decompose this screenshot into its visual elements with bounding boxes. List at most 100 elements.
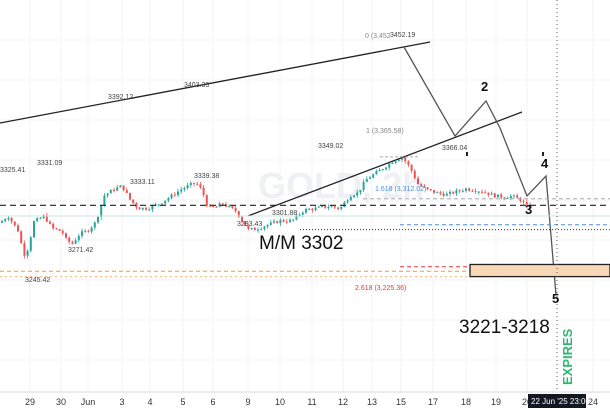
- candle-body: [26, 250, 29, 256]
- candle-body: [212, 205, 215, 207]
- candle-body: [388, 163, 391, 168]
- candle-body: [122, 185, 125, 191]
- candle-body: [436, 192, 439, 194]
- x-tick-label: 30: [56, 397, 66, 407]
- candle-body: [445, 193, 448, 196]
- candle-body: [516, 195, 519, 198]
- candle-body: [324, 206, 327, 208]
- candle-body: [90, 227, 93, 232]
- candle-body: [161, 203, 163, 205]
- candle-body: [372, 174, 375, 178]
- candle-body: [266, 224, 269, 227]
- wave-label-4: 4: [541, 156, 549, 171]
- candle-body: [321, 206, 323, 208]
- candle-body: [106, 193, 109, 196]
- candle-body: [343, 202, 346, 207]
- x-tick-label: Jun: [81, 397, 96, 407]
- candle-body: [509, 196, 512, 199]
- candle-body: [522, 201, 525, 203]
- candle-body: [241, 216, 243, 222]
- candle-body: [36, 218, 39, 222]
- candle-body: [103, 195, 106, 205]
- x-tick-label: 5: [180, 397, 185, 407]
- price-label: 3245.42: [25, 277, 50, 284]
- candle-body: [410, 164, 413, 171]
- candle-body: [20, 231, 23, 244]
- candle-body: [308, 208, 311, 210]
- candle-body: [170, 194, 173, 199]
- candle-body: [298, 214, 301, 216]
- upper-trendline: [0, 41, 431, 124]
- x-tick-label: 6: [210, 397, 215, 407]
- candle-body: [375, 171, 378, 175]
- candle-body: [465, 188, 467, 191]
- candle-body: [474, 191, 477, 193]
- date-cursor-label: 22 Jun '25 23:00: [531, 397, 590, 406]
- date-cursor-box: [528, 394, 586, 408]
- candle-body: [84, 230, 87, 232]
- candle-body: [39, 217, 42, 219]
- candle-body: [426, 187, 429, 190]
- candle-body: [68, 237, 71, 242]
- candle-body: [81, 231, 83, 236]
- candle-body: [180, 189, 183, 192]
- candle-body: [481, 191, 483, 193]
- candle-body: [404, 157, 407, 162]
- price-label: 3333.11: [130, 179, 155, 186]
- candle-body: [193, 182, 195, 184]
- candle-body: [199, 184, 202, 188]
- candle-body: [173, 194, 176, 196]
- x-tick-label: 4: [147, 397, 152, 407]
- candle-body: [484, 192, 487, 194]
- candle-body: [23, 243, 26, 256]
- x-tick-label: 24: [588, 397, 598, 407]
- candle-body: [157, 204, 160, 206]
- candle-body: [513, 195, 515, 197]
- candle-body: [119, 185, 122, 188]
- candle-body: [349, 197, 352, 201]
- expires-annotation: EXPIRES: [560, 328, 575, 385]
- candle-body: [45, 215, 48, 222]
- candle-body: [132, 199, 135, 204]
- candle-body: [260, 228, 263, 230]
- target-zone-box: [469, 263, 610, 278]
- tick-marker: [466, 152, 468, 156]
- candle-body: [183, 187, 186, 190]
- candle-body: [234, 208, 237, 212]
- candle-body: [429, 189, 432, 191]
- candle-body: [305, 209, 307, 213]
- candle-body: [327, 207, 330, 209]
- candle-body: [500, 194, 503, 198]
- price-label: 3349.02: [318, 143, 343, 150]
- candle-body: [141, 207, 144, 210]
- price-label: 3366.04: [442, 145, 467, 152]
- candle-body: [228, 205, 231, 207]
- price-label: 3452.19: [390, 32, 415, 39]
- candle-body: [337, 207, 339, 209]
- candle-body: [346, 200, 349, 203]
- candle-body: [231, 205, 234, 209]
- x-tick-label: 11: [307, 397, 316, 407]
- candle-body: [452, 191, 455, 194]
- candle-body: [202, 187, 205, 196]
- candle-body: [257, 229, 259, 231]
- overlays: 2 3 4 5 M/M 3302 3221-3218 EXPIRES: [0, 0, 610, 392]
- x-tick-label: 13: [367, 397, 377, 407]
- candle-body: [381, 169, 384, 171]
- candle-body: [4, 219, 7, 222]
- candle-body: [276, 221, 279, 224]
- price-label: 3271.42: [68, 247, 93, 254]
- candle-body: [401, 157, 403, 160]
- price-label: 3325.41: [0, 167, 25, 174]
- candle-body: [109, 190, 112, 194]
- mm-annotation: M/M 3302: [259, 233, 343, 254]
- candle-body: [417, 178, 419, 185]
- candle-body: [58, 229, 61, 231]
- candle-body: [71, 241, 74, 244]
- candle-body: [493, 193, 496, 198]
- price-label: 3293.43: [237, 221, 262, 228]
- candle-body: [497, 194, 499, 198]
- candle-body: [529, 204, 531, 209]
- candle-body: [148, 209, 151, 211]
